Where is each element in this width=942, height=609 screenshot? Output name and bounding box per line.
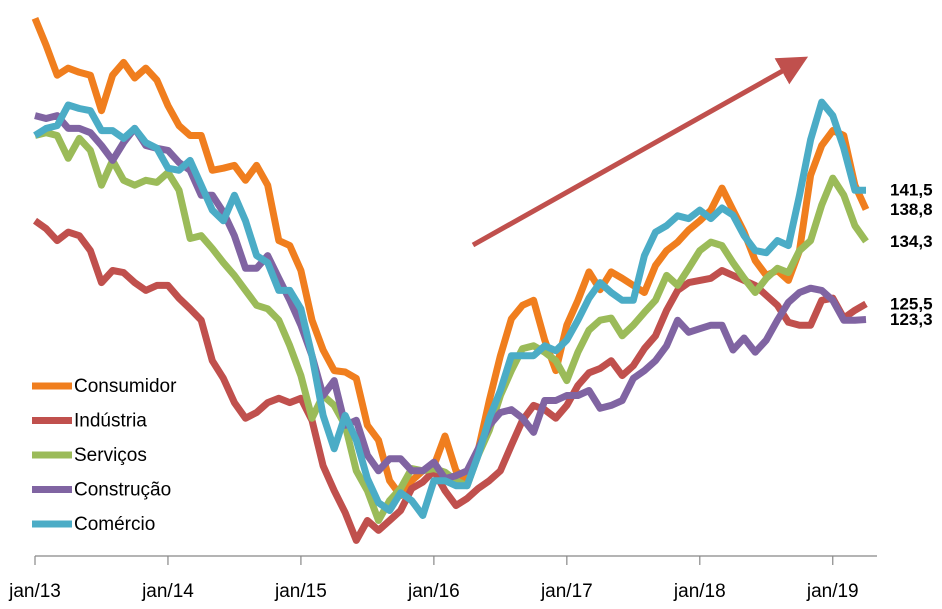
x-tick-label: jan/15 — [274, 581, 327, 602]
x-tick-label: jan/17 — [540, 581, 593, 602]
x-tick-label: jan/18 — [673, 581, 726, 602]
series-line — [34, 112, 867, 483]
x-tick-label: jan/19 — [806, 581, 859, 602]
legend-label: Indústria — [74, 411, 147, 432]
trend-arrow — [471, 56, 809, 248]
end-label: 138,8 — [890, 200, 933, 219]
end-label: 134,3 — [890, 232, 933, 251]
series-line — [33, 98, 866, 519]
end-label: 141,5 — [890, 181, 933, 200]
legend-label: Serviços — [74, 445, 147, 466]
legend-label: Consumidor — [74, 376, 177, 397]
x-tick-label: jan/13 — [8, 581, 61, 602]
series-line — [31, 16, 870, 500]
legend-label: Comércio — [74, 514, 155, 535]
end-label: 123,3 — [890, 310, 933, 329]
series-line — [32, 217, 868, 544]
x-tick-label: jan/14 — [141, 581, 194, 602]
x-tick-label: jan/16 — [407, 581, 460, 602]
legend-label: Construção — [74, 480, 171, 501]
end-label: 125,5 — [890, 294, 933, 313]
